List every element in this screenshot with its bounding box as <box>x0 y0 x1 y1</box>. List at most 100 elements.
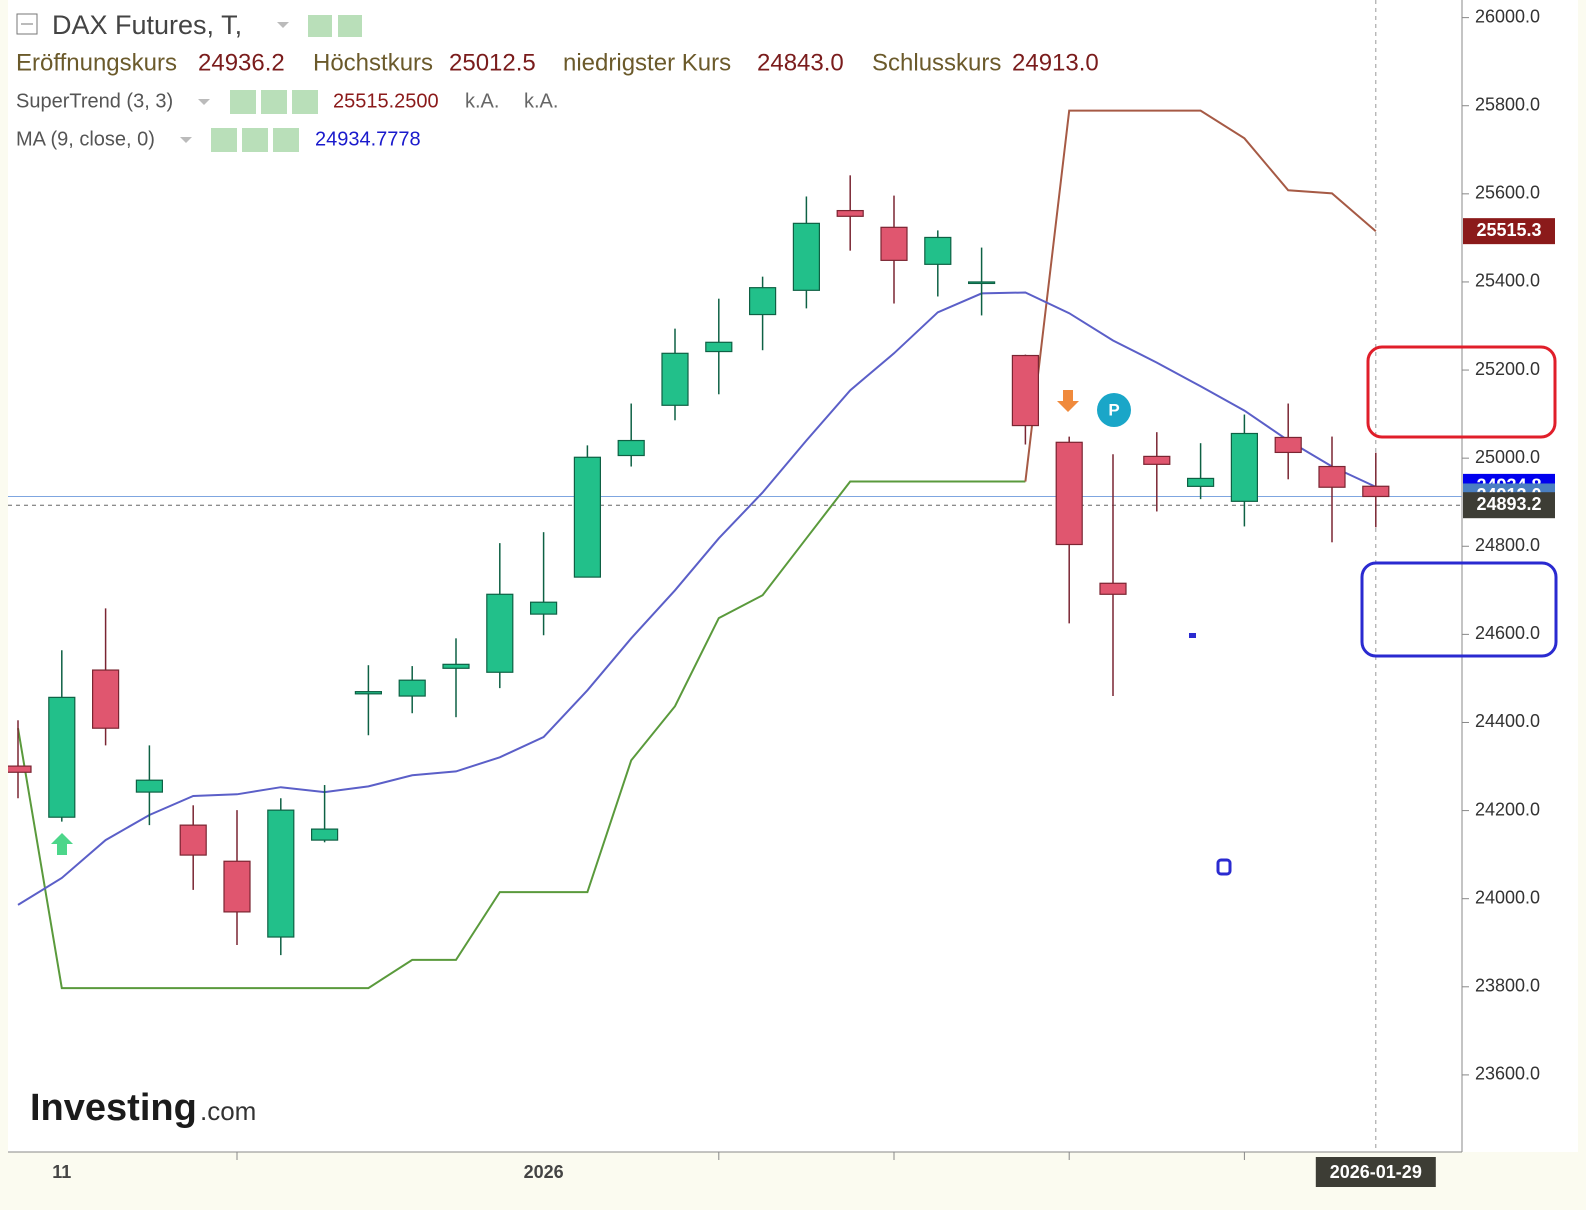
grid-layer <box>8 495 1462 506</box>
x-tick-label: 11 <box>52 1162 71 1182</box>
axis-layer: 26000.0 25800.0 25600.0 25400.0 25200.0 25000… <box>52 6 1555 1187</box>
price-label-box <box>1463 492 1555 519</box>
candle-body <box>705 341 733 353</box>
candle-body <box>1143 455 1171 465</box>
candle-body <box>223 860 251 913</box>
pivot-marker[interactable] <box>1097 393 1131 427</box>
candle-body <box>1055 441 1083 546</box>
indicator-icon <box>273 128 299 152</box>
dropdown-icon <box>198 99 210 105</box>
drawn-mark <box>1216 858 1232 876</box>
candle-body <box>792 222 821 291</box>
price-label: 24893.2 <box>1476 494 1541 514</box>
candle-body <box>486 593 514 673</box>
visibility-icon[interactable] <box>308 15 332 37</box>
indicator-line <box>17 291 1377 906</box>
y-tick-label: 25000.0 <box>1475 447 1540 467</box>
candle-body <box>880 226 908 261</box>
ohlc-value: 24936.2 <box>198 49 285 76</box>
candle-body <box>179 824 207 856</box>
x-tick-label: 2026 <box>524 1162 564 1182</box>
y-tick-label: 23800.0 <box>1475 976 1540 996</box>
candle-body <box>1186 477 1215 487</box>
indicator-name: MA (9, close, 0) <box>16 128 155 150</box>
y-tick-label: 25800.0 <box>1475 94 1540 114</box>
collapse-icon[interactable] <box>16 13 38 35</box>
candle-body <box>267 809 295 938</box>
indicator-readout: 25515.2500 <box>333 90 439 112</box>
sell-arrow <box>1057 390 1079 412</box>
candle-body <box>311 828 339 841</box>
candle-body <box>398 679 426 697</box>
ohlc-value: 24913.0 <box>1012 49 1099 76</box>
indicator-icon <box>211 128 237 152</box>
candle-body <box>1318 465 1346 488</box>
ohlc-value: 25012.5 <box>449 49 536 76</box>
settings-icon[interactable] <box>338 15 362 37</box>
candle-body <box>442 663 470 669</box>
y-tick-label: 24200.0 <box>1475 799 1540 819</box>
indicator-icon <box>261 90 287 114</box>
indicator-icon <box>230 90 256 114</box>
candle-body <box>529 601 558 615</box>
watermark-suffix: .com <box>200 1096 256 1126</box>
candle-body <box>91 669 120 729</box>
candle-body <box>836 209 864 217</box>
y-tick-label: 23600.0 <box>1475 1064 1540 1084</box>
y-tick-label: 26000.0 <box>1475 6 1540 26</box>
price-label-box <box>1463 218 1555 245</box>
indicator-readout: k.A. <box>465 90 499 112</box>
chart-title: DAX Futures, T, <box>52 10 242 40</box>
x-crosshair-box <box>1315 1157 1436 1187</box>
y-tick-label: 24400.0 <box>1475 711 1540 731</box>
watermark-brand: Investing <box>30 1087 197 1129</box>
candle-body <box>1362 485 1390 498</box>
indicator-readout: k.A. <box>524 90 558 112</box>
dropdown-icon <box>180 137 192 143</box>
candle-body <box>924 236 952 265</box>
candle-body <box>1230 432 1259 502</box>
ohlc-label: niedrigster Kurs <box>563 49 731 76</box>
indicator-icon <box>242 128 268 152</box>
ohlc-label: Schlusskurs <box>872 49 1001 76</box>
dropdown-icon[interactable] <box>277 22 289 28</box>
candle-body <box>661 352 689 406</box>
ohlc-label: Höchstkurs <box>313 49 433 76</box>
drawn-dot <box>1189 633 1196 638</box>
ohlc-value: 24843.0 <box>757 49 844 76</box>
plot-background <box>8 0 1578 1152</box>
candle-body <box>1274 436 1302 454</box>
header: Eröffnungskurs 24936.2 Höchstkurs 25012.5 ni… <box>16 49 1099 152</box>
y-tick-label: 25600.0 <box>1475 183 1540 203</box>
x-tick-label: 2026-01-29 <box>1330 1162 1422 1182</box>
candle-body <box>48 696 76 818</box>
indicator-line <box>17 480 1026 990</box>
candle-body <box>1011 354 1040 427</box>
candle-body <box>135 779 163 793</box>
buy-arrow <box>51 833 73 855</box>
plot-layer <box>8 0 1390 1152</box>
ohlc-label: Eröffnungskurs <box>16 49 177 76</box>
candle-body <box>354 691 382 695</box>
pivot-marker-text: P <box>1108 400 1119 419</box>
y-tick-label: 25200.0 <box>1475 359 1540 379</box>
price-label: 25515.3 <box>1476 220 1541 240</box>
candle-body <box>1099 582 1127 595</box>
candle-body <box>617 439 645 457</box>
y-tick-label: 24000.0 <box>1475 887 1540 907</box>
candle-body <box>748 287 777 316</box>
indicator-icon <box>292 90 318 114</box>
indicator-name: SuperTrend (3, 3) <box>16 90 173 112</box>
y-tick-label: 25400.0 <box>1475 271 1540 291</box>
candle-body <box>573 456 602 578</box>
candle-body <box>967 281 996 285</box>
drawn-box-red[interactable] <box>1366 345 1557 439</box>
indicator-line <box>1024 109 1377 482</box>
drawn-box-blue[interactable] <box>1360 561 1558 658</box>
candle-body <box>8 765 32 773</box>
y-tick-label: 24800.0 <box>1475 535 1540 555</box>
indicator-readout: 24934.7778 <box>315 128 421 150</box>
y-tick-label: 24600.0 <box>1475 623 1540 643</box>
